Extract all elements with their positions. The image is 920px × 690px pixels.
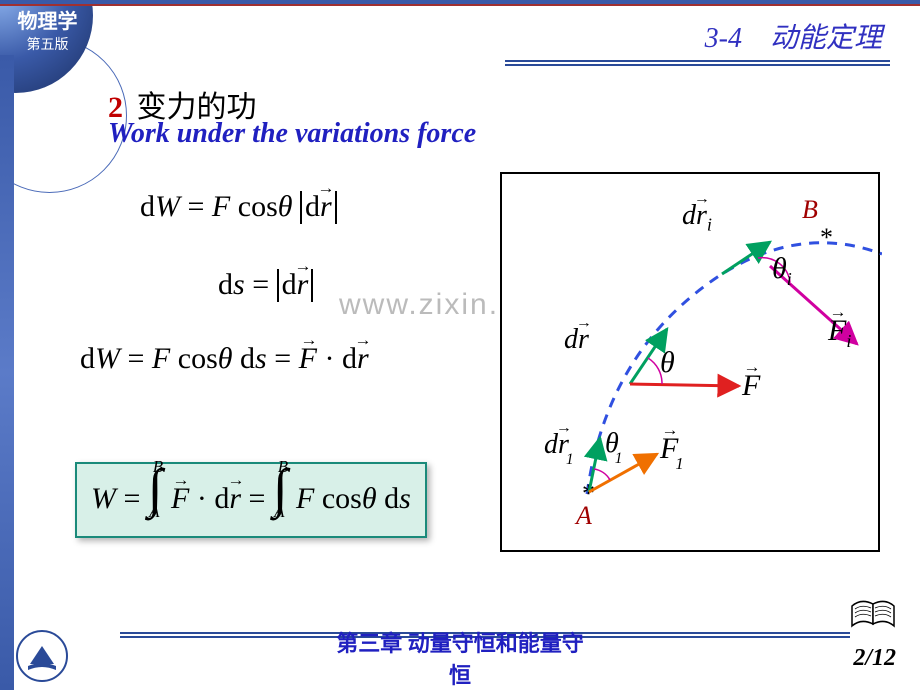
footer-chapter: 第三章 动量守恒和能量守 恒 — [260, 626, 660, 690]
vector-F — [630, 384, 739, 386]
formula-dw-full: dW = F cosθ ds = F · dr — [80, 342, 369, 376]
side-strip — [0, 55, 14, 690]
angle-theta1 — [594, 469, 610, 480]
formula-work-integral: W = ∫ B A F · dr = ∫ B A F cosθ ds — [75, 462, 427, 538]
page-number: 2/12 — [853, 645, 896, 672]
chapter-header: 3-4 动能定理 — [505, 16, 890, 62]
label-B: B — [802, 195, 818, 224]
subject-badge: 物理学 第五版 — [0, 5, 95, 54]
formula-ds-dr: ds = dr — [218, 268, 313, 302]
path-diagram: * A * B dri θi Fi dr θ F dr1 θ1 F1 — [500, 172, 880, 552]
chapter-title: 动能定理 — [770, 23, 882, 54]
trajectory-curve — [587, 243, 882, 494]
svg-text:*: * — [820, 223, 833, 252]
label-A: A — [574, 501, 592, 530]
book-icon — [848, 596, 898, 632]
chapter-code: 3-4 — [705, 23, 742, 54]
top-accent-bar — [0, 0, 920, 6]
section-title-en: Work under the variations force — [108, 118, 476, 150]
edition-label: 第五版 — [0, 34, 95, 54]
formula-dw-costheta: dW = F cosθ dr — [140, 190, 337, 224]
university-logo — [16, 630, 68, 682]
subject-name: 物理学 — [0, 5, 95, 34]
